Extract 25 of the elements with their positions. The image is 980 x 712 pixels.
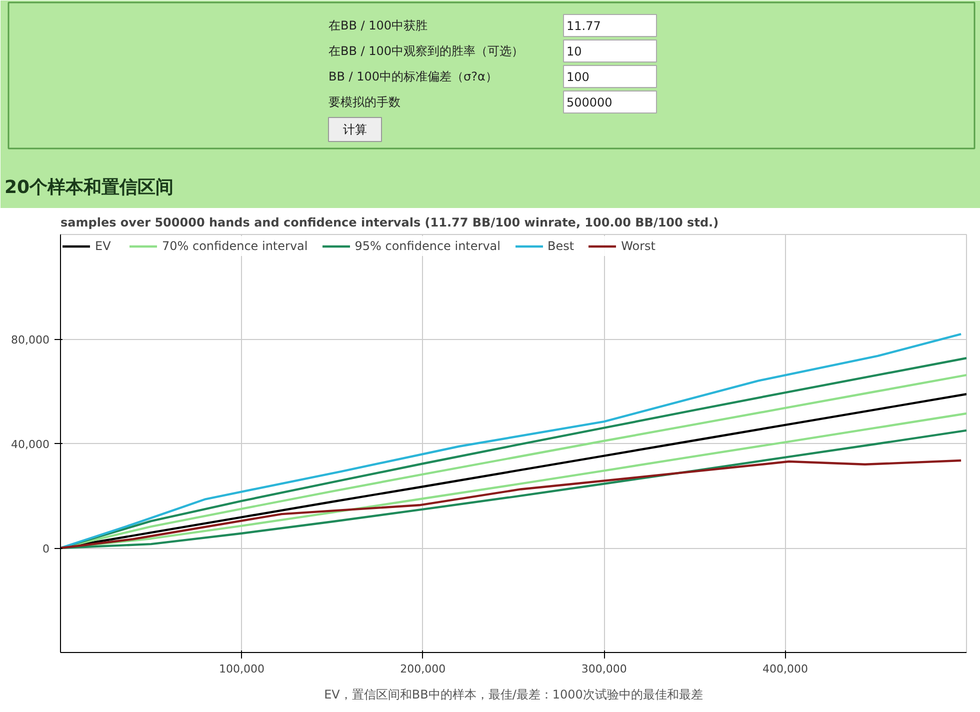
text: 要模拟的手数 (328, 95, 400, 109)
line-series (60, 459, 962, 550)
text: 20个样本和置信区间 (4, 177, 174, 198)
text: 在BB / 100中观察到的胜率（可选） (328, 44, 524, 58)
x-tick-label: 100,000 (218, 662, 264, 676)
legend-label: Worst (621, 239, 656, 253)
chart-title: samples over 500000 hands and confidence intervals (11.77 BB/100 winrate, 100.00 BB/100 std.) (60, 216, 719, 230)
y-tick-label: 80,000 (11, 334, 50, 346)
text: 在BB / 100中获胜 (328, 18, 428, 32)
legend-label: Best (548, 239, 574, 253)
y-tick-label: 0 (42, 542, 50, 556)
text: 计算 (343, 122, 367, 136)
text: 10 (566, 44, 582, 58)
x-tick-label: 400,000 (762, 662, 808, 676)
x-tick-label: 300,000 (581, 662, 627, 676)
legend-label: 95% confidence interval (354, 239, 500, 253)
x-tick-label: 200,000 (400, 662, 446, 676)
text: EV，置信区间和BB中的样本，最佳/最差：1000次试验中的最佳和最差 (324, 688, 703, 702)
text: 11.77 (566, 19, 601, 33)
text: 100 (566, 70, 590, 84)
legend-label: EV (95, 239, 112, 253)
legend-label: 70% confidence interval (162, 239, 308, 253)
text: 500000 (566, 96, 612, 110)
text: BB / 100中的标准偏差（σ?α） (328, 70, 498, 84)
y-tick-label: 40,000 (11, 438, 50, 451)
